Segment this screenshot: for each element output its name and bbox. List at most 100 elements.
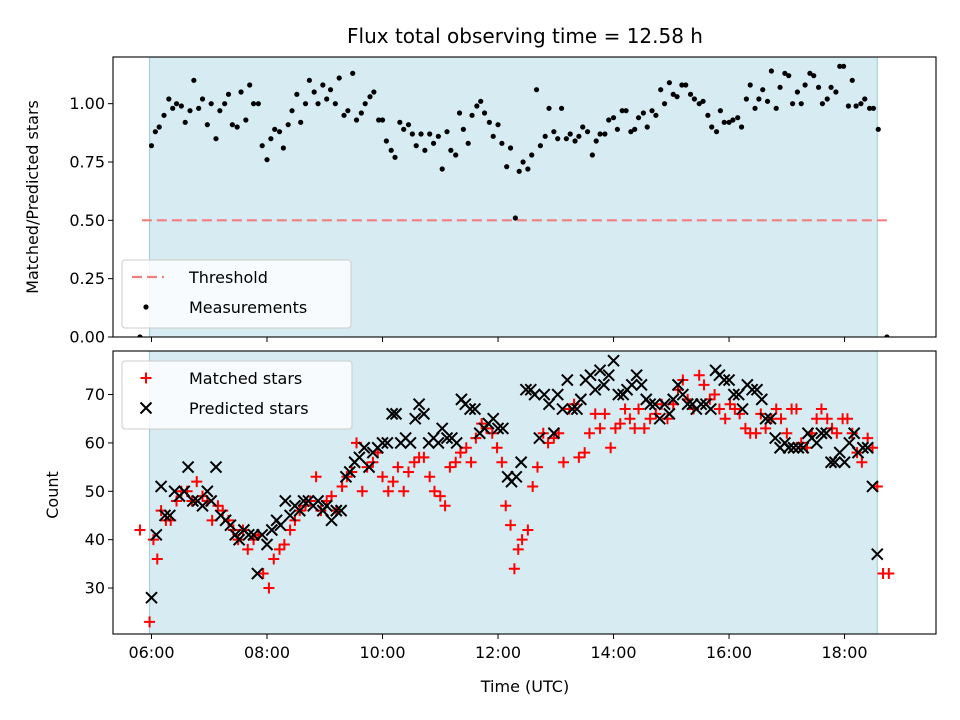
measurement-point <box>222 101 228 107</box>
measurement-point <box>862 96 868 102</box>
matched-star-point <box>356 485 368 497</box>
y-tick-label: 0.25 <box>69 269 105 288</box>
predicted-star-point <box>602 368 615 382</box>
measurement-point <box>789 101 796 107</box>
measurement-point <box>499 140 505 146</box>
matched-star-point <box>750 427 762 439</box>
matched-star-point <box>496 456 508 468</box>
predicted-star-point <box>820 427 833 440</box>
measurement-point <box>756 96 762 102</box>
measurement-point <box>593 138 599 144</box>
measurement-point <box>453 152 459 158</box>
measurement-point <box>460 126 466 132</box>
predicted-star-point <box>468 402 482 416</box>
measurement-point <box>371 89 377 95</box>
legend-box <box>121 360 353 430</box>
matched-star-point <box>815 403 827 415</box>
predicted-star-point <box>838 456 851 469</box>
matched-star-point <box>491 442 503 454</box>
predicted-star-point <box>565 402 579 416</box>
measurement-point <box>786 73 792 79</box>
measurement-point <box>828 84 834 90</box>
measurement-point <box>448 147 454 153</box>
predicted-star-point <box>204 494 218 508</box>
predicted-star-point <box>274 518 287 532</box>
matched-star-point <box>531 461 543 473</box>
measurement-point <box>358 110 364 116</box>
measurement-point <box>196 105 202 111</box>
predicted-star-point <box>671 378 685 392</box>
predicted-star-point <box>293 504 306 517</box>
predicted-star-point <box>759 412 772 425</box>
matched-star-point <box>599 408 611 420</box>
predicted-star-point <box>727 388 741 401</box>
matched-star-point <box>624 413 636 425</box>
predicted-star-point <box>440 431 454 445</box>
measurement-point <box>610 115 617 121</box>
predicted-star-point <box>533 431 546 445</box>
measurement-point <box>875 126 881 132</box>
measurement-point <box>367 94 373 100</box>
measurement-point <box>259 143 265 149</box>
y-tick-label: 0.75 <box>69 153 105 172</box>
measurement-point <box>802 82 808 88</box>
measurement-point <box>870 105 877 111</box>
matched-star-point <box>609 422 621 434</box>
predicted-star-point <box>593 364 607 377</box>
measurement-point <box>516 168 522 174</box>
predicted-star-point <box>612 388 625 401</box>
predicted-star-point <box>311 494 325 508</box>
matched-star-point <box>508 563 520 575</box>
measurement-point <box>204 122 210 128</box>
measurement-point <box>717 108 723 114</box>
predicted-star-point <box>279 494 292 508</box>
measurement-point <box>264 157 270 163</box>
predicted-star-point <box>561 373 574 387</box>
predicted-star-point <box>251 567 264 580</box>
predicted-star-point <box>232 533 246 546</box>
measurement-point <box>679 82 685 88</box>
measurement-point <box>478 98 484 104</box>
predicted-star-point <box>866 480 879 493</box>
matched-star-point <box>387 476 399 488</box>
measurement-point <box>397 119 403 125</box>
predicted-star-point <box>833 446 846 459</box>
predicted-star-point <box>242 528 255 542</box>
predicted-star-point <box>861 441 874 454</box>
measurement-point <box>773 105 779 111</box>
measurement-point <box>815 84 822 90</box>
matched-star-point <box>151 553 163 565</box>
measurement-point <box>726 119 732 125</box>
predicted-star-point <box>404 436 417 450</box>
measurement-point <box>161 112 167 118</box>
measurement-point <box>306 77 312 83</box>
matched-star-point <box>790 403 802 415</box>
measurement-point <box>866 105 873 111</box>
predicted-star-point <box>584 368 597 382</box>
predicted-star-point <box>547 427 561 440</box>
matched-star-point <box>268 553 280 565</box>
measurement-point <box>807 70 813 76</box>
measurement-point <box>148 143 155 149</box>
matched-star-point <box>304 495 316 507</box>
predicted-star-point <box>196 499 209 513</box>
measurement-point <box>315 101 321 107</box>
predicted-star-point <box>158 509 172 522</box>
predicted-star-point <box>589 383 602 396</box>
predicted-star-point <box>389 407 403 421</box>
measurement-point <box>336 75 342 81</box>
predicted-star-point <box>815 427 828 440</box>
measurement-point <box>558 105 565 111</box>
matched-star-point <box>310 471 322 483</box>
measurement-point <box>345 108 351 114</box>
legend-label: Measurements <box>189 298 307 317</box>
predicted-star-point <box>412 398 426 411</box>
measurement-point <box>606 117 612 123</box>
matched-star-point <box>512 543 524 555</box>
predicted-star-point <box>528 388 541 401</box>
measurement-point <box>525 166 531 172</box>
measurement-point <box>696 101 702 107</box>
measurement-point <box>661 101 668 107</box>
bottom-y-axis-label: Count <box>43 471 62 519</box>
measurement-point <box>700 98 706 104</box>
